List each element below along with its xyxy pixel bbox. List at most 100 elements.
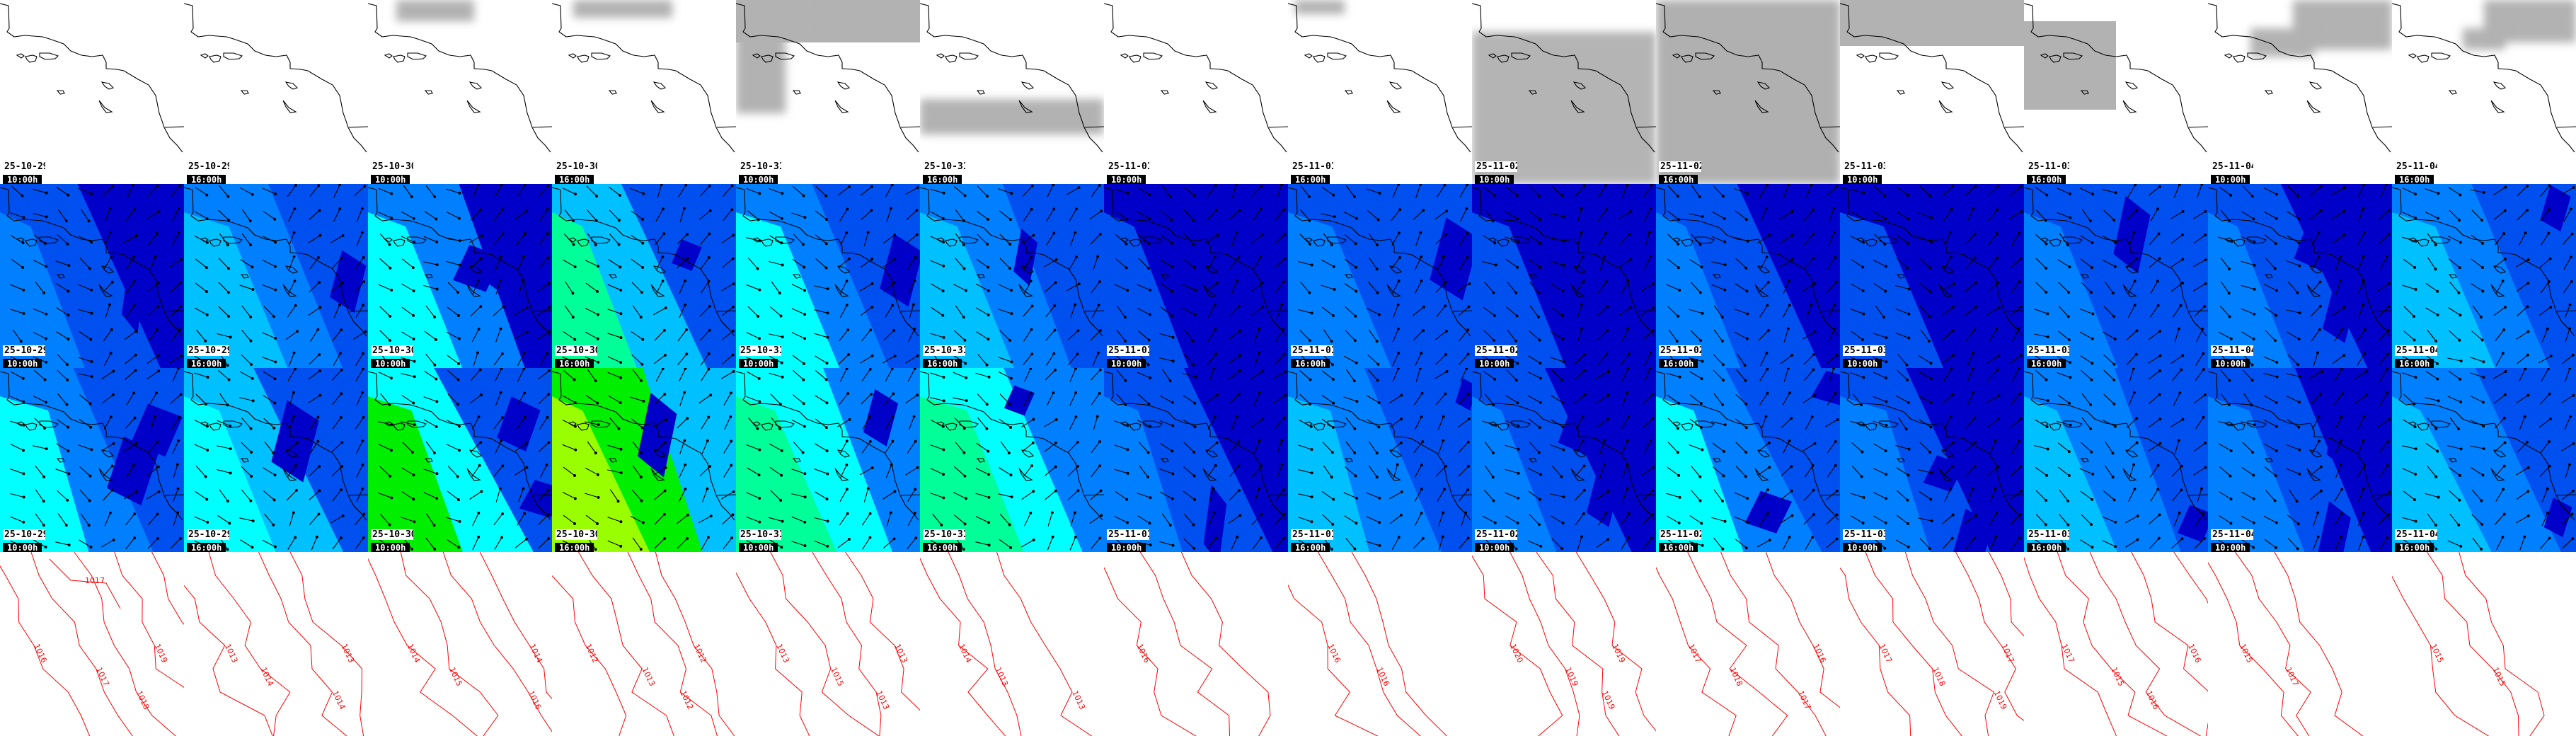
timestamp-label: 25-11-01 16:00h — [1291, 345, 1333, 368]
wind-arrow-head — [2342, 354, 2346, 357]
wind-arrow-head — [2481, 241, 2485, 245]
island-outline — [2080, 458, 2089, 463]
wind-arrow — [424, 419, 437, 427]
wind-arrow — [977, 234, 988, 245]
forecast-time: 16:00h — [1659, 359, 1698, 368]
wind-arrow-head — [846, 207, 849, 211]
coastline — [184, 187, 368, 337]
wind-arrow-head — [963, 522, 967, 526]
wind-arrow-head — [1928, 194, 1932, 197]
isobar-line — [1536, 552, 1620, 736]
wind-arrow — [1505, 444, 1519, 450]
wind-arrow-head — [1260, 512, 1263, 516]
wind-arrow — [2540, 185, 2550, 197]
wind-arrow-head — [499, 327, 502, 330]
wind-arrow-head — [134, 490, 138, 493]
wind-arrow — [907, 537, 916, 550]
wind-arrow-head — [2571, 537, 2575, 541]
wind-arrow — [1138, 393, 1149, 405]
wind-arrow — [1783, 368, 1789, 382]
wind-arrow-head — [1098, 280, 1101, 283]
wind-arrow-head — [732, 282, 735, 285]
wind-arrow-head — [413, 520, 416, 524]
wind-arrow-head — [1562, 215, 1565, 219]
wind-arrow-head — [292, 511, 295, 514]
wind-arrow — [791, 516, 805, 523]
wind-arrow — [769, 260, 783, 266]
wind-arrow-head — [1354, 242, 1357, 246]
wind-arrow-head — [2253, 287, 2256, 291]
wind-arrow — [2449, 209, 2460, 221]
wind-arrow — [654, 393, 665, 405]
wind-arrow-head — [1790, 209, 1794, 213]
island-outline — [1202, 100, 1217, 113]
wind-arrow-head — [2318, 439, 2321, 443]
wind-arrow-head — [1283, 257, 1287, 260]
wind-arrow-head — [1355, 361, 1358, 364]
wind-arrow — [262, 332, 276, 339]
wind-arrow — [331, 442, 343, 453]
wind-arrow — [355, 537, 364, 550]
isobar-line — [1687, 552, 1788, 736]
wind-arrow-head — [1994, 536, 1998, 539]
wind-arrow-head — [2362, 415, 2366, 419]
wind-arrow — [516, 417, 526, 430]
wind-arrow-head — [1790, 258, 1794, 261]
island-outline — [209, 54, 222, 63]
wind-arrow — [2540, 281, 2550, 294]
island-outline — [1754, 468, 1769, 481]
wind-arrow-head — [2180, 488, 2183, 492]
wind-arrow-head — [2503, 393, 2507, 396]
wind-arrow-head — [2568, 303, 2572, 306]
wind-arrow — [1182, 308, 1196, 315]
wind-arrow — [1184, 329, 1194, 342]
wind-arrow — [2449, 417, 2459, 430]
wind-arrow-head — [205, 290, 208, 294]
wind-arrow-head — [2363, 231, 2366, 235]
wind-arrow-head — [1330, 548, 1333, 551]
wind-arrow-head — [1216, 393, 1219, 397]
wind-arrow — [2311, 329, 2321, 342]
cloud-cover-panel: 25-11-01 16:00h — [1288, 0, 1472, 184]
wind-arrow — [631, 258, 643, 268]
wind-arrow — [2081, 417, 2091, 430]
wind-arrow-head — [2090, 523, 2093, 527]
wind-arrow — [2009, 490, 2022, 500]
wind-arrow-head — [2132, 391, 2136, 394]
wind-arrow — [2379, 353, 2388, 366]
wind-arrow — [2519, 368, 2526, 382]
wind-arrow — [2332, 306, 2345, 316]
wind-arrow-head — [317, 184, 321, 188]
isobar-label: 1012 — [679, 689, 696, 711]
wind-arrow — [170, 538, 181, 549]
wind-arrow — [35, 489, 45, 502]
wind-arrow-head — [2388, 490, 2391, 493]
wind-arrow — [309, 354, 320, 365]
wind-arrow — [770, 393, 781, 405]
wind-arrow-head — [43, 378, 47, 381]
wind-arrow — [2125, 539, 2138, 548]
wind-arrow-head — [2158, 513, 2161, 517]
wind-arrow-head — [1216, 282, 1219, 285]
wind-arrow — [146, 370, 159, 380]
wind-arrow-head — [548, 306, 551, 309]
wind-contour-band — [2326, 415, 2351, 468]
wind-arrow — [2540, 441, 2550, 454]
wind-arrow-head — [1332, 401, 1335, 405]
wind-vectors — [2402, 184, 2575, 367]
wind-arrow-head — [1421, 536, 1425, 540]
wind-arrow — [931, 306, 943, 316]
wind-arrow-head — [1352, 379, 1356, 383]
wind-arrow-head — [110, 280, 114, 284]
wind-arrow-head — [1723, 240, 1727, 243]
forecast-time: 10:00h — [1843, 543, 1882, 552]
isobar-label: 1014 — [330, 689, 347, 711]
wind-arrow — [1505, 395, 1518, 403]
wind-arrow-head — [1515, 194, 1519, 197]
isobar-line — [368, 558, 478, 736]
isobar-line — [736, 572, 810, 736]
wind-arrow — [2127, 304, 2136, 318]
wind-arrow-head — [525, 466, 529, 469]
island-outline — [761, 422, 774, 431]
